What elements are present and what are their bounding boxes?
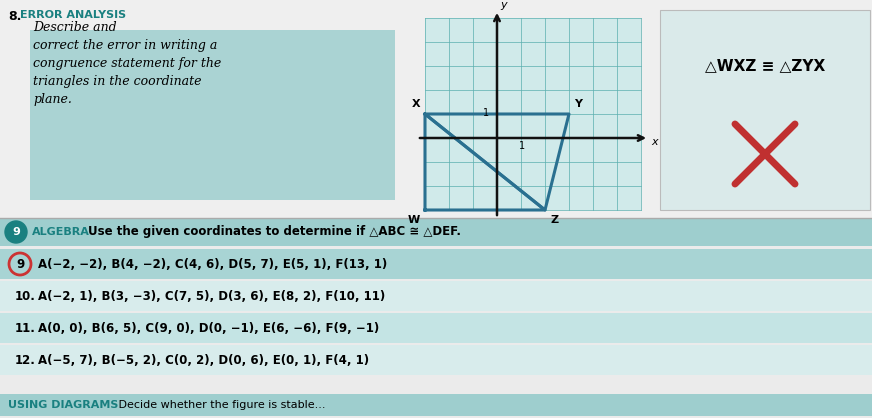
Bar: [0, 313, 872, 343]
Text: A(−2, −2), B(4, −2), C(4, 6), D(5, 7), E(5, 1), F(13, 1): A(−2, −2), B(4, −2), C(4, 6), D(5, 7), E…: [38, 257, 387, 270]
Bar: [425, 18, 641, 210]
Text: △WXZ ≡ △ZYX: △WXZ ≡ △ZYX: [705, 59, 825, 74]
Text: X: X: [412, 99, 420, 109]
Text: A(−2, 1), B(3, −3), C(7, 5), D(3, 6), E(8, 2), F(10, 11): A(−2, 1), B(3, −3), C(7, 5), D(3, 6), E(…: [38, 290, 385, 303]
Text: W: W: [408, 215, 420, 225]
Bar: [0, 218, 872, 246]
Text: ERROR ANALYSIS: ERROR ANALYSIS: [20, 10, 126, 20]
Text: plane.: plane.: [33, 93, 72, 106]
Text: Z: Z: [550, 215, 558, 225]
Text: Decide whether the figure is stable...: Decide whether the figure is stable...: [115, 400, 325, 410]
Bar: [0, 345, 872, 375]
Bar: [0, 218, 872, 418]
Bar: [660, 10, 870, 210]
Text: 9: 9: [16, 257, 24, 270]
Text: x: x: [651, 137, 657, 147]
Text: Describe and: Describe and: [33, 21, 117, 34]
Text: 11.: 11.: [15, 321, 36, 334]
Text: USING DIAGRAMS: USING DIAGRAMS: [8, 400, 119, 410]
Text: ALGEBRA: ALGEBRA: [32, 227, 90, 237]
Bar: [0, 249, 872, 279]
Text: y: y: [500, 0, 507, 10]
Circle shape: [5, 221, 27, 243]
Bar: [30, 30, 395, 200]
Text: 12.: 12.: [15, 354, 36, 367]
Bar: [0, 394, 872, 416]
Bar: [0, 0, 872, 218]
Text: 10.: 10.: [15, 290, 36, 303]
Text: 1: 1: [519, 141, 525, 151]
Text: Use the given coordinates to determine if △ABC ≅ △DEF.: Use the given coordinates to determine i…: [88, 225, 461, 239]
Bar: [0, 281, 872, 311]
Text: 8.: 8.: [8, 10, 22, 23]
Text: A(−5, 7), B(−5, 2), C(0, 2), D(0, 6), E(0, 1), F(4, 1): A(−5, 7), B(−5, 2), C(0, 2), D(0, 6), E(…: [38, 354, 369, 367]
Text: 9: 9: [12, 227, 20, 237]
Text: Y: Y: [574, 99, 582, 109]
Text: correct the error in writing a: correct the error in writing a: [33, 39, 217, 52]
Text: triangles in the coordinate: triangles in the coordinate: [33, 75, 201, 88]
Text: congruence statement for the: congruence statement for the: [33, 57, 221, 70]
Text: A(0, 0), B(6, 5), C(9, 0), D(0, −1), E(6, −6), F(9, −1): A(0, 0), B(6, 5), C(9, 0), D(0, −1), E(6…: [38, 321, 379, 334]
Text: 1: 1: [483, 108, 489, 118]
